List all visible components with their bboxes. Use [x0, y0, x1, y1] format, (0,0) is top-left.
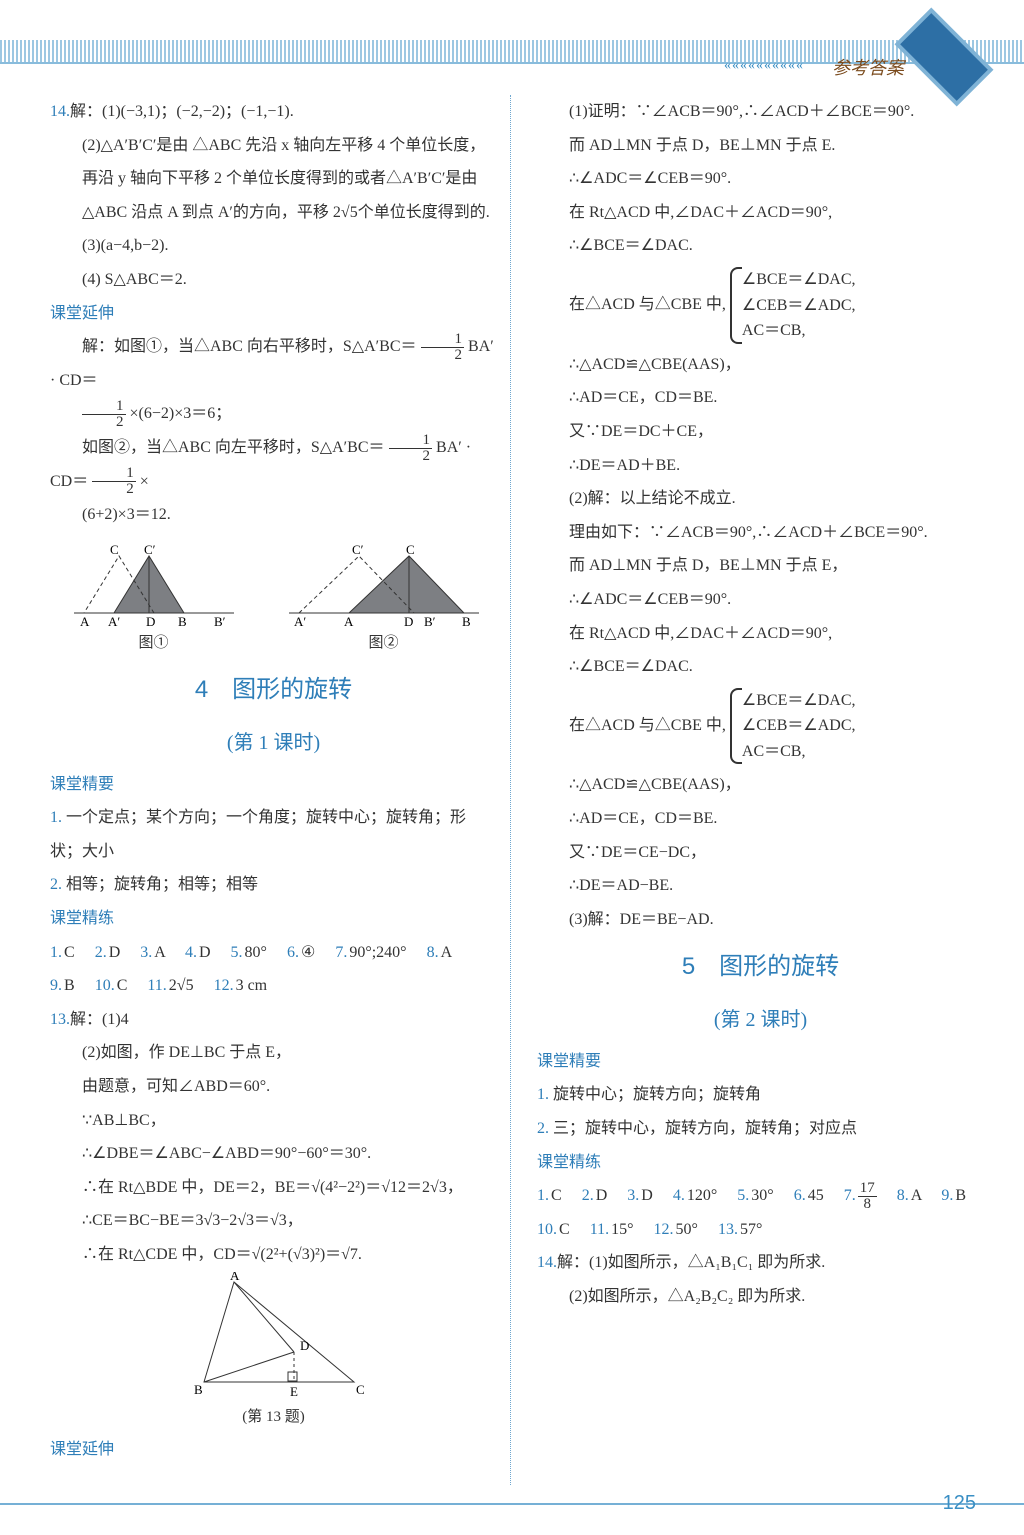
left-ext-l2: 12 ×(6−2)×3＝6； — [50, 397, 497, 431]
left-jy-head: 课堂精要 — [50, 768, 497, 802]
left-ext-l3: 如图②，当△ABC 向左平移时，S△A′BC＝ 12 BA′ · CD＝ 12 … — [50, 431, 497, 498]
q13-l1: 13.解：(1)4 — [50, 1003, 497, 1037]
svg-text:A: A — [80, 614, 90, 628]
right-jy-2: 2. 三；旋转中心，旋转方向，旋转角；对应点 — [537, 1112, 984, 1146]
section5-title: 5 图形的旋转 — [537, 942, 984, 992]
figure-row: A A′ D B B′ C C′ 图① A′ A D B′ B C′ — [50, 538, 497, 660]
r-l13: 而 AD⊥MN 于点 D，BE⊥MN 于点 E， — [537, 549, 984, 583]
footer-rule — [0, 1503, 1024, 1505]
fig2-label: 图② — [284, 628, 484, 660]
left-jl-row2: 9.B 10.C 11.2√5 12.3 cm — [50, 969, 497, 1003]
q14-line2: (2)△A′B′C′是由 △ABC 先沿 x 轴向左平移 4 个单位长度， — [50, 129, 497, 163]
r-l14: ∴∠ADC＝∠CEB＝90°. — [537, 583, 984, 617]
fig13-svg: A B C D E — [174, 1272, 374, 1402]
svg-text:A′: A′ — [108, 614, 120, 628]
section5-sub: (第 2 课时) — [537, 999, 984, 1041]
r-l19: ∴AD＝CE，CD＝BE. — [537, 802, 984, 836]
svg-text:C: C — [110, 542, 119, 557]
q14-line1: 14.解：(1)(−3,1)；(−2,−2)；(−1,−1). — [50, 95, 497, 129]
r-l21: ∴DE＝AD−BE. — [537, 869, 984, 903]
section4-title: 4 图形的旋转 — [50, 665, 497, 715]
left-jy-2: 2. 相等；旋转角；相等；相等 — [50, 868, 497, 902]
r-l1: (1)证明：∵∠ACB＝90°,∴∠ACD＋∠BCE＝90°. — [537, 95, 984, 129]
r-l22: (3)解：DE＝BE−AD. — [537, 903, 984, 937]
svg-text:B: B — [178, 614, 187, 628]
svg-text:B: B — [462, 614, 471, 628]
r-l16: ∴∠BCE＝∠DAC. — [537, 650, 984, 684]
right-jl-row1: 1.C 2.D 3.D 4.120° 5.30° 6.45 7.178 8.A … — [537, 1179, 984, 1213]
q13-l2: (2)如图，作 DE⊥BC 于点 E， — [50, 1036, 497, 1070]
q13-l5: ∴∠DBE＝∠ABC−∠ABD＝90°−60°＝30°. — [50, 1137, 497, 1171]
figure-1: A A′ D B B′ C C′ 图① — [64, 538, 244, 660]
fig13-label: (第 13 题) — [50, 1402, 497, 1434]
chevron-decor: «««««««««« — [724, 58, 804, 74]
left-ext-l4: (6+2)×3＝12. — [50, 498, 497, 532]
right-jl-head: 课堂精练 — [537, 1146, 984, 1180]
svg-text:C′: C′ — [144, 542, 156, 557]
right-q14-l2: (2)如图所示，△A₂B₂C₂ 即为所求. — [537, 1280, 984, 1314]
r-l11: (2)解：以上结论不成立. — [537, 482, 984, 516]
q14-num: 14. — [50, 103, 70, 120]
fig1-svg: A A′ D B B′ C C′ — [64, 538, 244, 628]
r-l9: 又∵DE＝DC＋CE， — [537, 415, 984, 449]
left-ext-head: 课堂延伸 — [50, 297, 497, 331]
right-jl-row2: 10.C 11.15° 12.50° 13.57° — [537, 1213, 984, 1247]
q13-l7: ∴CE＝BC−BE＝3√3−2√3＝√3， — [50, 1204, 497, 1238]
r-l10: ∴DE＝AD＋BE. — [537, 449, 984, 483]
svg-text:B′: B′ — [214, 614, 226, 628]
r-l3: ∴∠ADC＝∠CEB＝90°. — [537, 162, 984, 196]
fig2-svg: A′ A D B′ B C′ C — [284, 538, 484, 628]
right-jy-1: 1. 旋转中心；旋转方向；旋转角 — [537, 1078, 984, 1112]
r-l18: ∴△ACD≌△CBE(AAS)， — [537, 768, 984, 802]
svg-text:A: A — [230, 1272, 240, 1283]
svg-text:A: A — [344, 614, 354, 628]
fig1-label: 图① — [64, 628, 244, 660]
r-l5: ∴∠BCE＝∠DAC. — [537, 229, 984, 263]
q14-line3: 再沿 y 轴向下平移 2 个单位长度得到的或者△A′B′C′是由 — [50, 162, 497, 196]
svg-text:D: D — [404, 614, 413, 628]
svg-text:A′: A′ — [294, 614, 306, 628]
q13-l4: ∵AB⊥BC， — [50, 1104, 497, 1138]
page-number: 125 — [943, 1492, 976, 1515]
svg-text:E: E — [290, 1384, 298, 1399]
r-l15: 在 Rt△ACD 中,∠DAC＋∠ACD＝90°, — [537, 617, 984, 651]
svg-text:D: D — [146, 614, 155, 628]
right-q14-l1: 14.解：(1)如图所示，△A₁B₁C₁ 即为所求. — [537, 1246, 984, 1280]
r-l8: ∴AD＝CE，CD＝BE. — [537, 381, 984, 415]
q13-l8: ∴在 Rt△CDE 中，CD＝√(2²+(√3)²)＝√7. — [50, 1238, 497, 1272]
figure-2: A′ A D B′ B C′ C 图② — [284, 538, 484, 660]
r-l7: ∴△ACD≌△CBE(AAS)， — [537, 348, 984, 382]
corner-tab — [900, 13, 988, 101]
right-jy-head: 课堂精要 — [537, 1045, 984, 1079]
content-columns: 14.解：(1)(−3,1)；(−2,−2)；(−1,−1). (2)△A′B′… — [50, 95, 984, 1485]
q13-l6: ∴在 Rt△BDE 中，DE＝2，BE＝√(4²−2²)＝√12＝2√3， — [50, 1171, 497, 1205]
q14-line6: (4) S△ABC＝2. — [50, 263, 497, 297]
svg-text:B′: B′ — [424, 614, 436, 628]
r-l2: 而 AD⊥MN 于点 D，BE⊥MN 于点 E. — [537, 129, 984, 163]
svg-text:C: C — [406, 542, 415, 557]
r-brace2: 在△ACD 与△CBE 中, ∠BCE＝∠DAC, ∠CEB＝∠ADC, AC＝… — [537, 688, 984, 765]
svg-text:B: B — [194, 1382, 203, 1397]
svg-text:C: C — [356, 1382, 365, 1397]
svg-text:D: D — [300, 1338, 309, 1353]
r-l4: 在 Rt△ACD 中,∠DAC＋∠ACD＝90°, — [537, 196, 984, 230]
tab-label: 参考答案 — [832, 54, 904, 80]
q13-l3: 由题意，可知∠ABD＝60°. — [50, 1070, 497, 1104]
q14-line4: △ABC 沿点 A 到点 A′的方向，平移 2√5个单位长度得到的. — [50, 196, 497, 230]
left-ext-l1: 解：如图①，当△ABC 向右平移时，S△A′BC＝ 12 BA′ · CD＝ — [50, 330, 497, 397]
section4-sub: (第 1 课时) — [50, 722, 497, 764]
r-l20: 又∵DE＝CE−DC， — [537, 836, 984, 870]
q14-line5: (3)(a−4,b−2). — [50, 229, 497, 263]
svg-text:C′: C′ — [352, 542, 364, 557]
r-l12: 理由如下：∵∠ACB＝90°,∴∠ACD＋∠BCE＝90°. — [537, 516, 984, 550]
figure-13: A B C D E (第 13 题) — [50, 1272, 497, 1434]
left-jl-row1: 1.C 2.D 3.A 4.D 5.80° 6.④ 7.90°;240° 8.A — [50, 936, 497, 970]
left-jy-1: 1. 一个定点；某个方向；一个角度；旋转中心；旋转角；形状；大小 — [50, 801, 497, 868]
right-ext-head: 课堂延伸 — [50, 1433, 497, 1467]
r-brace1: 在△ACD 与△CBE 中, ∠BCE＝∠DAC, ∠CEB＝∠ADC, AC＝… — [537, 267, 984, 344]
left-jl-head: 课堂精练 — [50, 902, 497, 936]
